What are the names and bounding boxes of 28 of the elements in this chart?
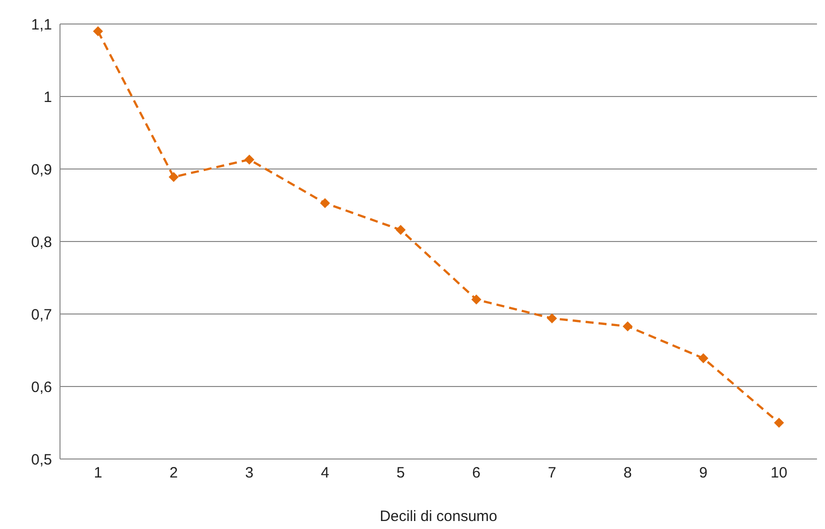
x-tick-label: 10	[770, 464, 788, 482]
y-tick-label: 0,8	[31, 234, 52, 251]
y-tick-label: 0,6	[31, 378, 52, 396]
x-tick-label: 1	[94, 464, 102, 482]
x-tick-label: 6	[472, 464, 481, 482]
x-tick-label: 3	[245, 464, 254, 482]
point	[622, 321, 633, 332]
point	[244, 154, 254, 165]
point	[93, 26, 103, 36]
point	[396, 224, 406, 235]
x-tick-label: 9	[699, 464, 708, 482]
x-tick-label: 4	[320, 464, 330, 482]
y-tick-label: 0,7	[31, 306, 52, 324]
point	[471, 294, 482, 304]
x-tick-label: 8	[623, 464, 632, 482]
y-tick-label: 0,5	[31, 451, 52, 468]
y-tick-label: 1,1	[31, 16, 52, 34]
point	[547, 313, 557, 324]
point	[168, 172, 179, 182]
point	[320, 198, 330, 208]
x-tick-label: 2	[169, 464, 178, 482]
point	[698, 353, 708, 364]
point	[774, 418, 784, 428]
y-tick-label: 1	[44, 88, 52, 106]
x-axis-title: Decili di consumo	[380, 508, 498, 525]
x-tick-label: 5	[396, 464, 405, 482]
y-tick-label: 0,9	[31, 161, 52, 178]
x-tick-label: 7	[548, 464, 556, 482]
